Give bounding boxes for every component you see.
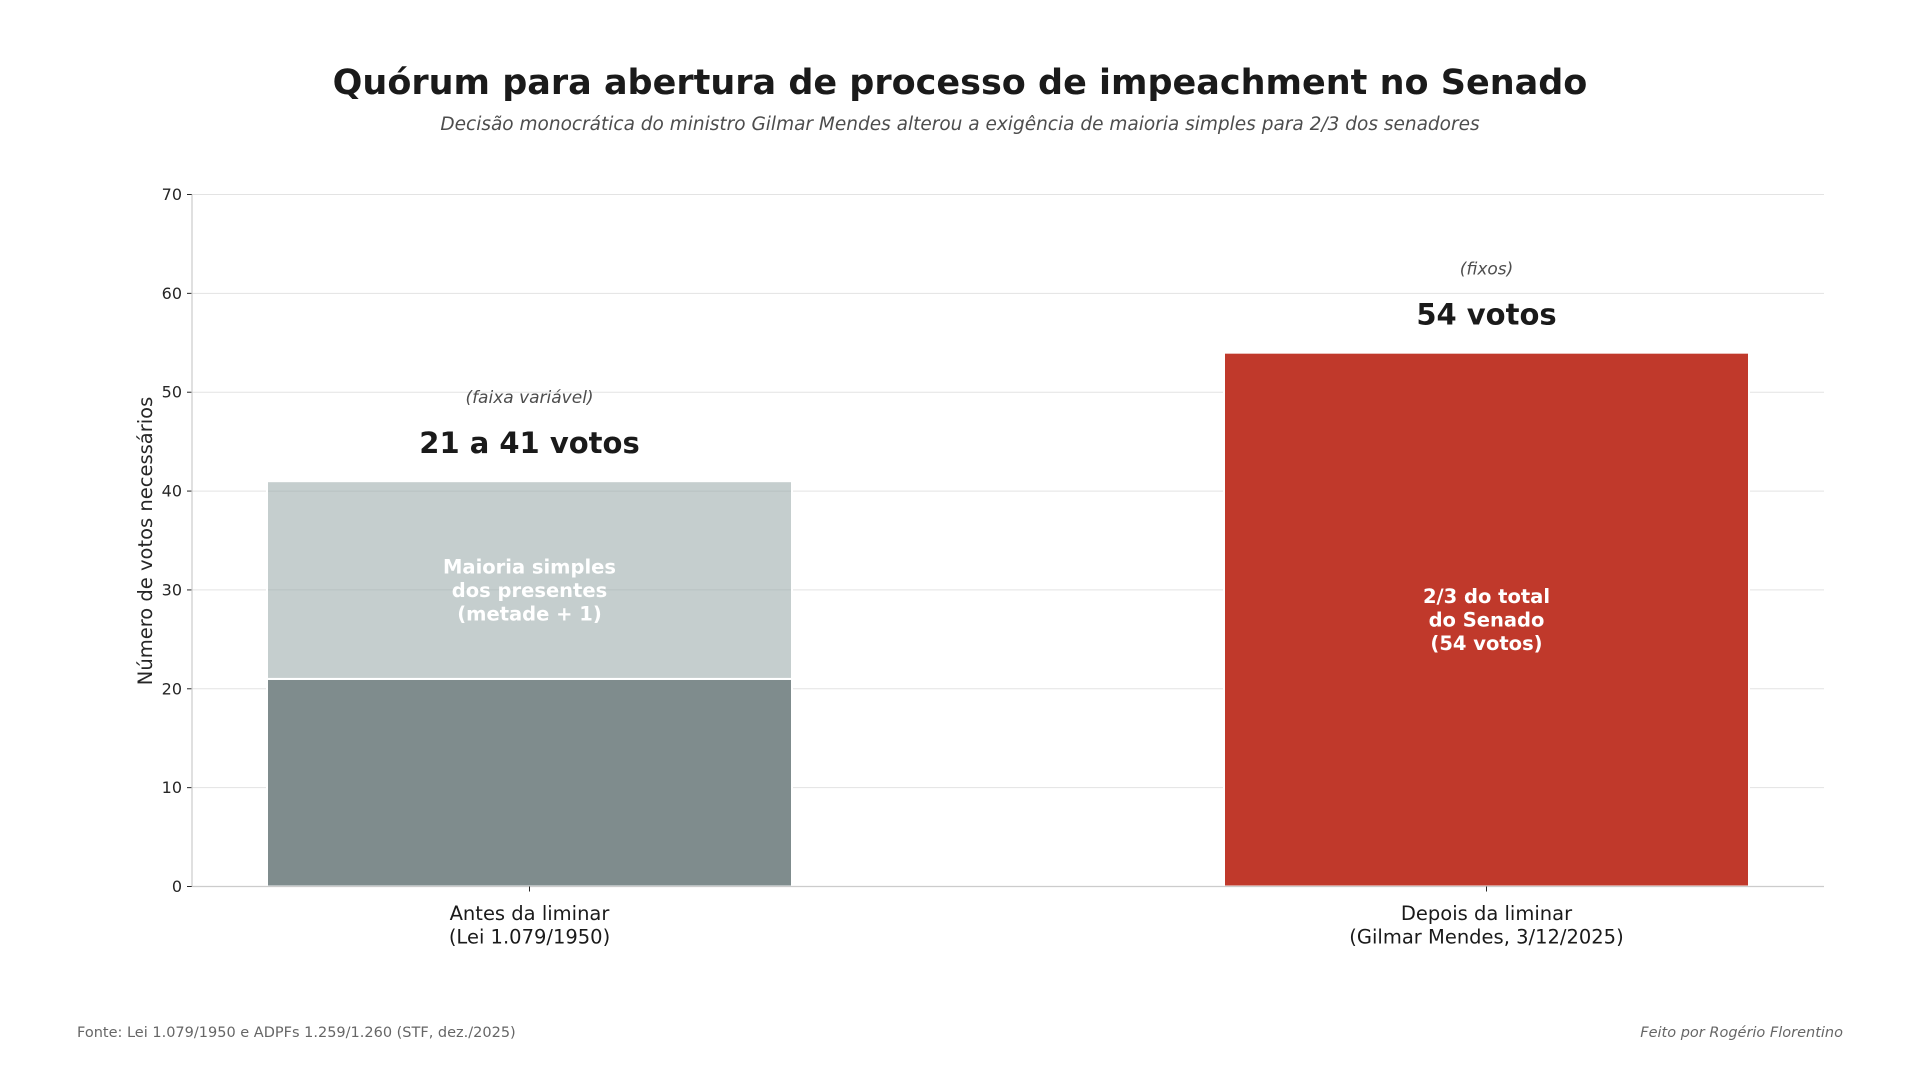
- y-tick-label: 30: [162, 580, 182, 599]
- bar-inner-label: (54 votos): [1430, 632, 1542, 655]
- x-tick-label: (Lei 1.079/1950): [449, 926, 610, 949]
- bar-segment-fixo: [1223, 351, 1750, 888]
- chart-title: Quórum para abertura de processo de impe…: [333, 63, 1588, 103]
- bar-inner-label: 2/3 do total: [1423, 585, 1550, 608]
- y-tick-label: 0: [172, 877, 182, 896]
- y-axis-title: Número de votos necessários: [134, 397, 157, 686]
- y-tick-label: 60: [162, 284, 182, 303]
- bar-segment-base: [266, 677, 793, 888]
- bar-inner-label: Maioria simples: [443, 555, 616, 578]
- y-tick-label: 20: [162, 679, 182, 698]
- bar-value-label: 21 a 41 votos: [419, 426, 639, 460]
- bar-note-label: (fixos): [1460, 260, 1514, 280]
- x-tick-label: (Gilmar Mendes, 3/12/2025): [1349, 926, 1623, 949]
- bar-note-label: (faixa variável): [465, 388, 593, 408]
- chart-subtitle: Decisão monocrática do ministro Gilmar M…: [440, 114, 1480, 135]
- credit-note: Feito por Rogério Florentino: [1640, 1025, 1843, 1041]
- y-tick-label: 40: [162, 482, 182, 501]
- bars: [266, 351, 1750, 888]
- bar-segment-faixa: [266, 480, 793, 680]
- y-tick-label: 10: [162, 778, 182, 797]
- y-tick-label: 50: [162, 383, 182, 402]
- axes: 0 10 20 30 40 50 60 70 Antes da liminar(Lei 1.07…: [162, 185, 1824, 949]
- bar-inner-label: (metade + 1): [457, 602, 602, 625]
- bar-annotations: 21 a 41 votos (faixa variável) Maioria sim…: [419, 260, 1556, 655]
- x-tick-label: Depois da liminar: [1401, 902, 1573, 925]
- y-tick-label: 70: [162, 185, 182, 204]
- bar-value-label: 54 votos: [1416, 298, 1556, 332]
- x-tick-label: Antes da liminar: [450, 902, 611, 925]
- bar-inner-label: do Senado: [1429, 609, 1545, 632]
- source-note: Fonte: Lei 1.079/1950 e ADPFs 1.259/1.26…: [77, 1025, 516, 1041]
- bar-inner-label: dos presentes: [452, 579, 607, 602]
